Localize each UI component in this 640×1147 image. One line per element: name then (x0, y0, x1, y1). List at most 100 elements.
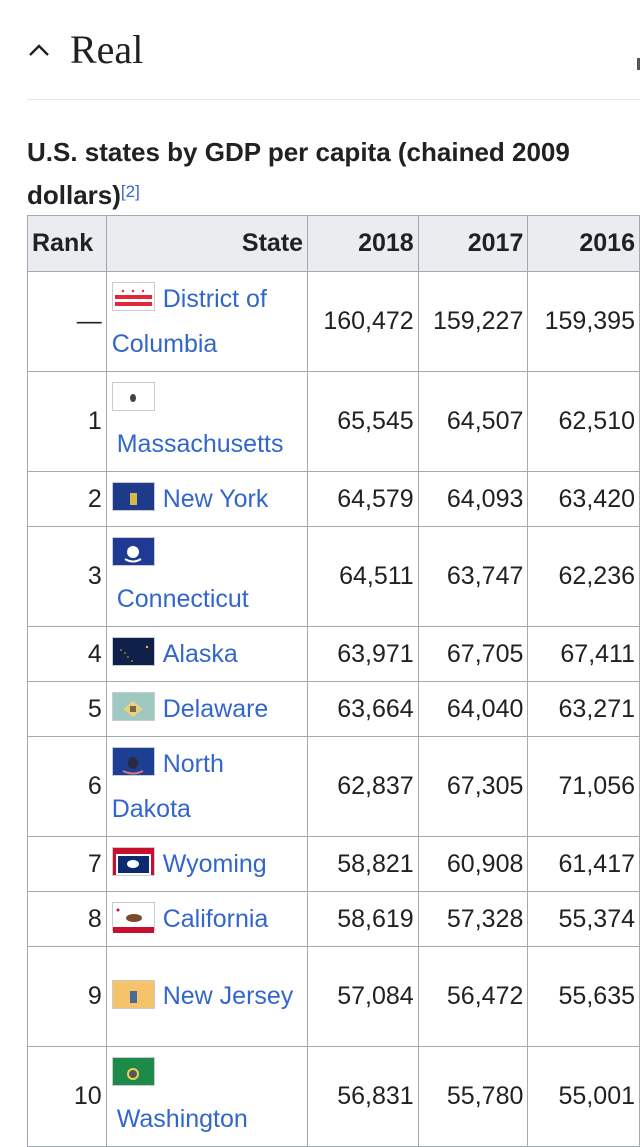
state-link[interactable]: Connecticut (116, 584, 249, 613)
value-2016: 61,417 (527, 836, 640, 892)
value-2017: 64,507 (417, 371, 529, 472)
value-2016: 62,510 (527, 371, 640, 472)
header-state[interactable]: State (105, 215, 309, 272)
state-link[interactable]: New Jersey (162, 982, 294, 1010)
massachusetts-flag-icon (111, 382, 155, 412)
value-2018: 56,831 (307, 1046, 419, 1147)
state-cell: New Jersey (105, 946, 309, 1047)
section-header-real[interactable]: Real (28, 26, 143, 74)
value-2017: 67,305 (417, 736, 529, 837)
value-2017: 63,747 (417, 526, 529, 627)
table-row: 8 California 58,619 57,328 55,374 (27, 891, 640, 947)
rank-cell: 8 (27, 891, 107, 947)
value-2016: 63,420 (527, 471, 640, 527)
value-2017: 159,227 (417, 271, 529, 372)
state-link[interactable]: Washington (116, 1104, 248, 1133)
value-2018: 64,511 (307, 526, 419, 627)
value-2017: 57,328 (417, 891, 529, 947)
table-row: 9 New Jersey 57,084 56,472 55,635 (27, 946, 640, 1047)
dc-flag-icon (111, 282, 155, 312)
value-2018: 58,821 (307, 836, 419, 892)
value-2016: 67,411 (527, 626, 640, 682)
new-york-flag-icon (111, 482, 155, 512)
value-2018: 57,084 (307, 946, 419, 1047)
rank-cell: 3 (27, 526, 107, 627)
state-link[interactable]: Massachusetts (116, 429, 284, 458)
header-2017[interactable]: 2017 (417, 215, 529, 272)
state-link[interactable]: North Dakota (111, 749, 224, 823)
reference-link[interactable]: [2] (120, 182, 140, 201)
value-2017: 55,780 (417, 1046, 529, 1147)
connecticut-flag-icon (111, 537, 155, 567)
value-2017: 64,040 (417, 681, 529, 737)
rank-cell: 5 (27, 681, 107, 737)
rank-cell: 4 (27, 626, 107, 682)
table-row: 4 Alaska 63,971 67,705 67,411 (27, 626, 640, 682)
value-2017: 67,705 (417, 626, 529, 682)
california-flag-icon (111, 902, 155, 934)
value-2017: 60,908 (417, 836, 529, 892)
value-2018: 58,619 (307, 891, 419, 947)
value-2016: 63,271 (527, 681, 640, 737)
caption-text: U.S. states by GDP per capita (chained 2… (27, 137, 570, 210)
value-2018: 64,579 (307, 471, 419, 527)
table-row: — District of Columbia 160,472 159,227 1… (27, 271, 640, 372)
value-2016: 55,635 (527, 946, 640, 1047)
chevron-up-icon[interactable] (28, 35, 58, 65)
gdp-table: Rank State 2018 2017 2016 — District of … (27, 215, 640, 1147)
value-2017: 56,472 (417, 946, 529, 1047)
state-cell: Connecticut (105, 526, 309, 627)
washington-flag-icon (111, 1057, 155, 1087)
value-2016: 71,056 (527, 736, 640, 837)
section-divider (27, 99, 640, 100)
state-link[interactable]: New York (162, 484, 269, 513)
rank-cell: 6 (27, 736, 107, 837)
state-cell: Wyoming (105, 836, 309, 892)
table-row: 7 Wyoming 58,821 60,908 61,417 (27, 836, 640, 892)
value-2016: 62,236 (527, 526, 640, 627)
state-cell: New York (105, 471, 309, 527)
value-2017: 64,093 (417, 471, 529, 527)
table-row: 3 Connecticut 64,511 63,747 62,236 (27, 526, 640, 627)
state-link[interactable]: Alaska (162, 639, 238, 668)
state-cell: Massachusetts (105, 371, 309, 472)
value-2018: 62,837 (307, 736, 419, 837)
state-cell: Alaska (105, 626, 309, 682)
state-cell: North Dakota (105, 736, 309, 837)
table-row: 2 New York 64,579 64,093 63,420 (27, 471, 640, 527)
rank-cell: 2 (27, 471, 107, 527)
rank-cell: 10 (27, 1046, 107, 1147)
table-row: 10 Washington 56,831 55,780 55,001 (27, 1046, 640, 1147)
table-row: 1 Massachusetts 65,545 64,507 62,510 (27, 371, 640, 472)
rank-cell: 1 (27, 371, 107, 472)
table-header-row: Rank State 2018 2017 2016 (27, 215, 640, 272)
delaware-flag-icon (111, 692, 155, 722)
table-row: 5 Delaware 63,664 64,040 63,271 (27, 681, 640, 737)
table-row: 6 North Dakota 62,837 67,305 71,056 (27, 736, 640, 837)
rank-cell: 7 (27, 836, 107, 892)
value-2016: 159,395 (527, 271, 640, 372)
header-rank[interactable]: Rank (27, 215, 107, 272)
value-2018: 65,545 (307, 371, 419, 472)
wyoming-flag-icon (111, 847, 155, 877)
alaska-flag-icon (111, 637, 155, 667)
state-cell: California (105, 891, 309, 947)
value-2016: 55,001 (527, 1046, 640, 1147)
state-cell: Washington (105, 1046, 309, 1147)
value-2016: 55,374 (527, 891, 640, 947)
state-link[interactable]: Delaware (162, 694, 269, 723)
state-cell: District of Columbia (105, 271, 309, 372)
value-2018: 63,664 (307, 681, 419, 737)
state-cell: Delaware (105, 681, 309, 737)
state-link[interactable]: Wyoming (162, 849, 267, 878)
edit-icon-partial[interactable] (637, 58, 640, 70)
rank-cell: — (27, 271, 107, 372)
table-caption: U.S. states by GDP per capita (chained 2… (27, 131, 627, 217)
north-dakota-flag-icon (111, 747, 155, 777)
new-jersey-flag-icon (111, 979, 155, 1009)
header-2018[interactable]: 2018 (307, 215, 419, 272)
state-link[interactable]: District of Columbia (111, 284, 267, 358)
header-2016[interactable]: 2016 (527, 215, 640, 272)
state-link[interactable]: California (162, 904, 269, 933)
value-2018: 160,472 (307, 271, 419, 372)
